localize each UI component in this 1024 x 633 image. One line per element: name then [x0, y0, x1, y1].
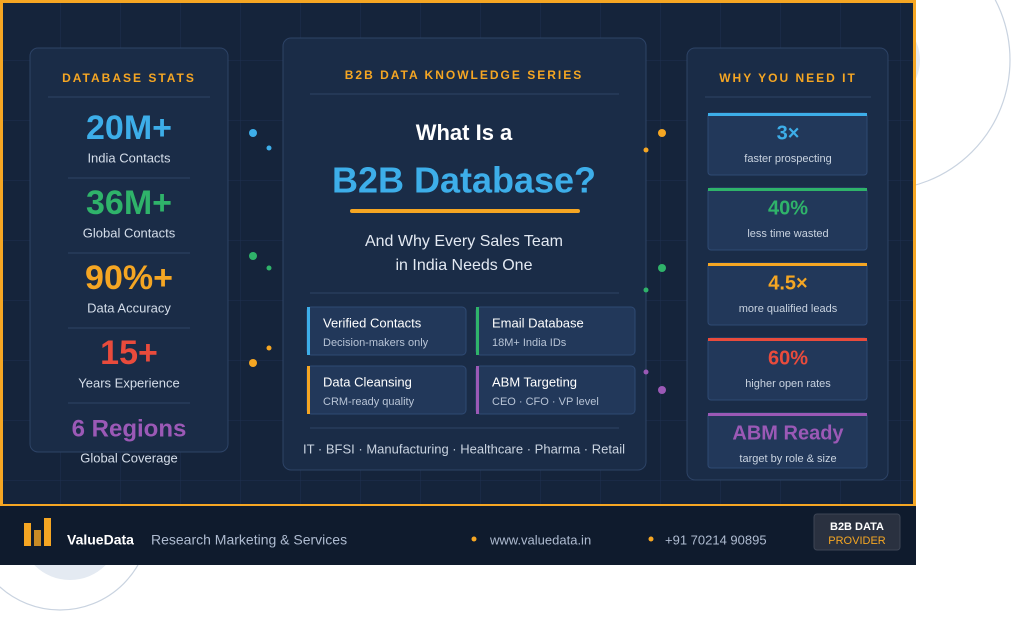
stat-label: Data Accuracy	[87, 300, 171, 315]
footer-bg	[0, 505, 916, 565]
stat-value: 90%+	[85, 259, 173, 297]
banner-border	[0, 0, 916, 505]
phone: +91 70214 90895	[665, 532, 767, 547]
reason-value: 60%	[768, 347, 808, 369]
reason-value: 3×	[777, 122, 800, 144]
stat-value: 20M+	[86, 109, 172, 147]
panel-heading: DATABASE STATS	[62, 71, 196, 85]
kicker: B2B DATA KNOWLEDGE SERIES	[345, 68, 583, 82]
stat-label: Global Coverage	[80, 450, 178, 465]
badge	[813, 513, 901, 551]
stat-label: Years Experience	[78, 375, 179, 390]
feature-title: Email Database	[492, 315, 584, 330]
title-underline	[350, 209, 580, 213]
center-panel	[282, 37, 647, 471]
reason-label: target by role & size	[739, 453, 836, 465]
stat-label: Global Contacts	[83, 225, 176, 240]
website: www.valuedata.in	[489, 532, 591, 547]
badge-text: B2B DATA	[830, 521, 884, 533]
feature-accent	[476, 366, 479, 414]
reason-accent	[708, 113, 867, 116]
feature-accent	[476, 307, 479, 355]
feature-title: Data Cleansing	[323, 374, 412, 389]
stat-value: 15+	[100, 334, 158, 372]
industries: IT · BFSI · Manufacturing · Healthcare ·…	[303, 441, 625, 456]
reason-label: higher open rates	[745, 378, 831, 390]
bullet	[648, 536, 654, 542]
reason-label: faster prospecting	[744, 153, 831, 165]
reason-accent	[708, 263, 867, 266]
stat-label: India Contacts	[87, 150, 171, 165]
feature-accent	[307, 307, 310, 355]
reason-accent	[708, 338, 867, 341]
reason-value: ABM Ready	[732, 422, 844, 444]
stat-value: 36M+	[86, 184, 172, 222]
reason-accent	[708, 413, 867, 416]
left-panel	[29, 47, 229, 453]
feature-title: ABM Targeting	[492, 374, 577, 389]
logo-icon	[24, 518, 51, 546]
feature-title: Verified Contacts	[323, 315, 422, 330]
badge-text: PROVIDER	[828, 535, 886, 547]
subtitle: in India Needs One	[396, 257, 533, 274]
feature-accent	[307, 366, 310, 414]
reason-label: less time wasted	[747, 228, 828, 240]
panel-heading: WHY YOU NEED IT	[719, 71, 857, 85]
subtitle: And Why Every Sales Team	[365, 233, 563, 250]
feature-detail: CEO · CFO · VP level	[492, 396, 599, 408]
bullet	[471, 536, 477, 542]
decor-dots	[249, 129, 666, 394]
feature-detail: Decision-makers only	[323, 337, 429, 349]
reason-value: 4.5×	[768, 272, 807, 294]
reason-value: 40%	[768, 197, 808, 219]
reason-accent	[708, 188, 867, 191]
brand: ValueData	[67, 532, 134, 548]
feature-detail: 18M+ India IDs	[492, 337, 567, 349]
tagline: Research Marketing & Services	[151, 532, 347, 548]
title-line-1: What Is a	[416, 120, 513, 145]
reason-label: more qualified leads	[739, 303, 838, 315]
title-line-2: B2B Database?	[332, 160, 596, 201]
feature-detail: CRM-ready quality	[323, 396, 415, 408]
stat-value: 6 Regions	[72, 415, 187, 442]
